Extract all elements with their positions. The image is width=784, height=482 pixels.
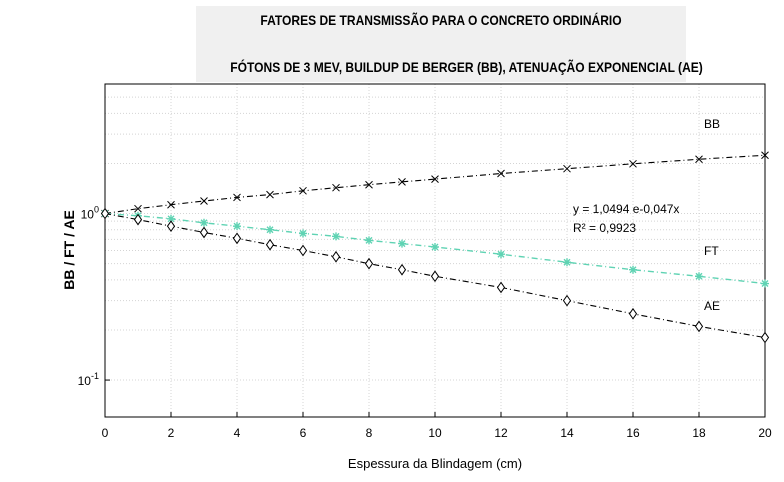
data-point-bb [431, 175, 439, 183]
series-bb [101, 151, 769, 218]
y-tick-label: 10-1 [78, 371, 99, 388]
data-point-bb [563, 164, 571, 173]
data-point-ft [629, 265, 637, 274]
series-line-ft [104, 212, 766, 285]
data-point-bb [497, 169, 505, 178]
data-point-ft [695, 272, 703, 281]
fit-equation: y = 1,0494 e-0,047x [573, 202, 679, 216]
y-tick-label: 100 [81, 205, 99, 222]
data-point-ft [266, 225, 274, 234]
data-point-ae [364, 257, 374, 270]
data-point-bb [629, 159, 637, 168]
data-point-ae [628, 307, 638, 320]
data-point-ft [398, 239, 406, 248]
data-point-bb [134, 204, 142, 213]
data-point-bb [266, 190, 274, 199]
data-point-ae [331, 250, 341, 263]
series-label-ae: AE [704, 299, 720, 313]
data-point-bb [365, 180, 373, 189]
data-point-ft [563, 258, 571, 267]
series-labels: BB FT AE [704, 117, 720, 313]
series-ae [100, 207, 770, 344]
x-tick-label: 20 [758, 426, 772, 440]
data-point-ft [431, 242, 439, 251]
data-point-ae [133, 213, 143, 226]
series-ft [101, 209, 769, 288]
data-point-ae [232, 232, 242, 245]
x-axis-title: Espessura da Blindagem (cm) [348, 456, 522, 471]
data-point-ft [200, 218, 208, 227]
fit-r2: R² = 0,9923 [573, 221, 636, 235]
data-point-bb [233, 193, 241, 202]
data-point-bb [167, 200, 175, 209]
data-point-ft [233, 222, 241, 231]
data-point-ft [365, 236, 373, 245]
series-label-bb: BB [704, 117, 720, 131]
data-point-ae [496, 281, 506, 294]
data-point-ft [761, 279, 769, 288]
x-tick-label: 6 [300, 426, 307, 440]
x-tick-label: 0 [102, 426, 109, 440]
data-point-ft [167, 214, 175, 223]
x-tick-label: 10 [428, 426, 442, 440]
x-tick-label: 12 [494, 426, 508, 440]
data-point-ae [298, 244, 308, 257]
series-line-bb [104, 154, 766, 215]
data-point-bb [332, 183, 340, 192]
series-line-ae [104, 213, 766, 339]
data-point-ae [397, 263, 407, 276]
data-point-bb [398, 178, 406, 186]
title-box [196, 6, 686, 82]
data-point-ae [694, 320, 704, 333]
data-point-bb [695, 155, 703, 164]
data-point-ft [299, 229, 307, 238]
data-point-ae [166, 220, 176, 233]
x-tick-label: 8 [366, 426, 373, 440]
series-label-ft: FT [704, 244, 719, 258]
data-point-bb [200, 197, 208, 205]
series-layer [100, 151, 770, 344]
x-tick-label: 16 [626, 426, 640, 440]
data-point-ae [760, 331, 770, 344]
grid [105, 84, 765, 417]
data-point-ft [497, 250, 505, 259]
x-axis-ticks: 0 2 4 6 8 10 12 14 16 18 20 [102, 412, 772, 440]
data-point-ae [199, 226, 209, 239]
data-point-ae [265, 238, 275, 251]
data-point-bb [761, 151, 769, 160]
chart-title: FATORES DE TRANSMISSÃO PARA O CONCRETO O… [260, 12, 622, 28]
data-point-bb [299, 186, 307, 195]
data-point-ae [430, 270, 440, 283]
data-point-ft [332, 232, 340, 241]
x-tick-label: 2 [168, 426, 175, 440]
x-tick-label: 18 [692, 426, 706, 440]
data-point-ae [100, 207, 110, 220]
y-axis-title: BB / FT / AE [61, 210, 77, 290]
x-tick-label: 4 [234, 426, 241, 440]
chart-subtitle: FÓTONS DE 3 MEV, BUILDUP DE BERGER (BB),… [230, 59, 703, 75]
y-axis-ticks: 100 10-1 [78, 205, 110, 388]
data-point-ae [562, 294, 572, 307]
x-tick-label: 14 [560, 426, 574, 440]
